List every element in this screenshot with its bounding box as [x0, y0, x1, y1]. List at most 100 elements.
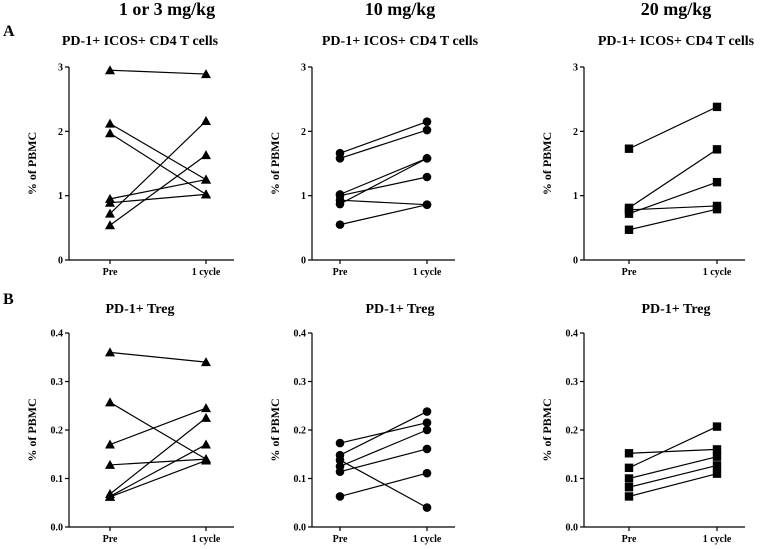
y-tick-label: 0.0	[566, 523, 579, 534]
data-point-1-cycle	[422, 503, 432, 512]
column-title-10mg: 10 mg/kg	[365, 0, 436, 19]
y-tick-label: 0.2	[566, 426, 579, 437]
column-title-20mg: 20 mg/kg	[641, 0, 712, 19]
x-tick-label: 1 cycle	[192, 534, 221, 545]
data-point-1-cycle	[201, 403, 211, 413]
column-title-low-dose: 1 or 3 mg/kg	[119, 0, 215, 19]
series-line	[109, 193, 207, 204]
y-axis-label: % of PBMC	[540, 132, 554, 195]
series-3	[335, 455, 432, 512]
y-tick-label: 0.3	[51, 377, 64, 388]
data-point-1-cycle	[201, 174, 211, 184]
series-line	[339, 129, 428, 159]
series-3	[624, 452, 722, 483]
x-tick-label: Pre	[103, 267, 118, 278]
y-tick-label: 0	[301, 256, 306, 267]
data-point-pre	[105, 397, 115, 407]
data-point-pre	[105, 118, 115, 128]
series-2	[335, 125, 432, 163]
y-tick-label: 0.4	[566, 329, 579, 340]
series-line	[339, 411, 428, 456]
y-tick-label: 0.1	[51, 474, 64, 485]
data-point-1-cycle	[422, 200, 432, 209]
data-point-pre	[624, 209, 634, 218]
data-point-pre	[624, 474, 634, 483]
x-tick-label: Pre	[622, 267, 637, 278]
data-point-1-cycle	[712, 469, 722, 478]
series-6	[105, 116, 211, 218]
series-line	[109, 154, 207, 226]
series-6	[335, 468, 432, 501]
data-point-pre	[105, 208, 115, 218]
data-point-pre	[335, 438, 345, 448]
series-line	[628, 464, 718, 488]
series-line	[628, 181, 718, 215]
data-point-pre	[335, 220, 345, 229]
y-tick-label: 3	[58, 63, 63, 74]
series-line	[109, 401, 207, 460]
data-point-1-cycle	[712, 177, 722, 187]
y-tick-label: 0	[58, 256, 63, 267]
series-4	[624, 177, 722, 218]
data-point-pre	[624, 449, 634, 458]
data-point-pre	[105, 220, 115, 230]
series-line	[109, 132, 207, 195]
data-point-pre	[335, 199, 345, 209]
data-point-1-cycle	[712, 204, 722, 214]
series-1	[105, 65, 211, 79]
data-point-1-cycle	[201, 150, 211, 160]
data-point-pre	[335, 154, 345, 163]
series-line	[339, 448, 428, 473]
panel-b-low-dose: PD-1+ Treg % of PBMC 0.0 0.1 0.2 0.3 0.4 Pre 1 c…	[25, 302, 234, 545]
data-point-pre	[105, 439, 115, 449]
y-tick-label: 0.2	[51, 426, 64, 437]
y-axis-label: % of PBMC	[25, 398, 39, 461]
series-line	[339, 199, 428, 206]
series-line	[109, 458, 207, 466]
data-point-1-cycle	[201, 412, 211, 422]
panel-title: PD-1+ Treg	[105, 302, 174, 317]
x-tick-label: 1 cycle	[413, 267, 442, 278]
series-line	[339, 472, 428, 498]
data-point-pre	[105, 65, 115, 75]
series-line	[339, 459, 428, 509]
y-tick-label: 2	[58, 127, 63, 138]
y-tick-label: 0.3	[566, 377, 579, 388]
y-tick-label: 0	[573, 256, 578, 267]
series-5	[335, 444, 432, 477]
y-tick-label: 3	[301, 63, 306, 74]
series-2	[624, 422, 722, 473]
panel-a-10mg: PD-1+ ICOS+ CD4 T cells % of PBMC 0 1 2 3 Pre 1…	[268, 34, 479, 278]
x-tick-label: 1 cycle	[703, 534, 732, 545]
y-tick-label: 0.4	[51, 329, 64, 340]
data-point-1-cycle	[712, 145, 722, 154]
series-line	[628, 208, 718, 231]
series-line	[628, 148, 718, 209]
series-1	[624, 102, 722, 153]
y-tick-label: 1	[58, 191, 63, 202]
panel-b-20mg: PD-1+ Treg % of PBMC 0.0 0.1 0.2 0.3 0.4 Pre 1 c…	[540, 302, 745, 545]
panel-title: PD-1+ Treg	[365, 302, 434, 317]
series-line	[109, 444, 207, 497]
series-line	[339, 157, 428, 195]
series-7	[105, 455, 211, 501]
series-line	[339, 176, 428, 197]
x-tick-label: 1 cycle	[703, 267, 732, 278]
y-axis-label: % of PBMC	[268, 398, 282, 461]
x-tick-label: Pre	[622, 534, 637, 545]
series-2	[105, 397, 211, 464]
data-point-1-cycle	[422, 468, 432, 478]
series-2	[105, 118, 211, 184]
y-axis-label: % of PBMC	[540, 398, 554, 461]
data-point-pre	[105, 459, 115, 469]
series-line	[109, 351, 207, 363]
data-point-pre	[105, 128, 115, 138]
series-line	[628, 106, 718, 150]
series-line	[628, 456, 718, 480]
series-2	[624, 145, 722, 213]
data-point-1-cycle	[201, 455, 211, 465]
series-line	[628, 205, 718, 211]
series-line	[339, 204, 428, 226]
data-point-1-cycle	[422, 117, 432, 126]
